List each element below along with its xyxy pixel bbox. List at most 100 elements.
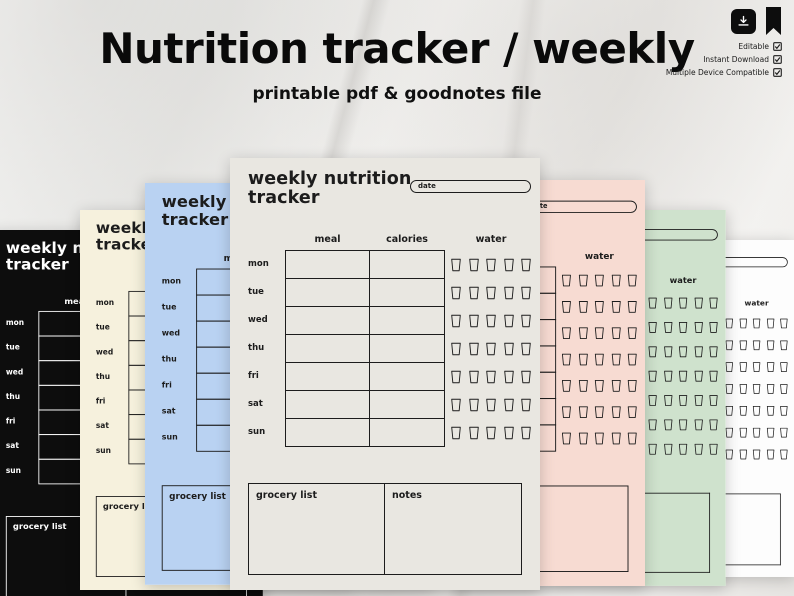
water-cups bbox=[647, 387, 718, 412]
day-label: sun bbox=[248, 427, 266, 437]
day-label: sun bbox=[5, 466, 21, 476]
water-cup-icon bbox=[678, 321, 688, 333]
water-cup-icon bbox=[648, 345, 657, 357]
water-cup-icon bbox=[611, 274, 621, 286]
water-cup-icon bbox=[521, 370, 531, 383]
water-cups bbox=[450, 334, 532, 363]
calories-cell bbox=[369, 306, 445, 335]
table-row: fri bbox=[230, 362, 540, 391]
meal-cell bbox=[285, 334, 370, 363]
water-cup-icon bbox=[709, 394, 718, 406]
day-label: fri bbox=[161, 381, 172, 391]
water-cup-icon bbox=[468, 426, 479, 439]
water-cups bbox=[561, 372, 638, 399]
checkbox-checked-icon bbox=[773, 55, 782, 64]
day-label: thu bbox=[248, 343, 265, 353]
water-cup-icon bbox=[521, 286, 531, 299]
water-cup-icon bbox=[578, 353, 588, 365]
table-row: sat bbox=[230, 390, 540, 419]
calories-cell bbox=[369, 362, 445, 391]
water-cup-icon bbox=[451, 342, 461, 355]
day-label: mon bbox=[95, 298, 115, 308]
water-cup-icon bbox=[468, 342, 479, 355]
grocery-list-label: grocery list bbox=[256, 490, 317, 501]
day-label: wed bbox=[95, 348, 114, 357]
water-cup-icon bbox=[594, 379, 604, 392]
bottom-section: grocery list notes bbox=[248, 483, 522, 575]
day-label: fri bbox=[95, 397, 106, 407]
water-cup-icon bbox=[627, 353, 637, 365]
meal-cell bbox=[285, 250, 370, 279]
water-cup-icon bbox=[725, 405, 733, 416]
water-cup-icon bbox=[725, 318, 733, 328]
water-cup-icon bbox=[468, 258, 479, 271]
water-cup-icon bbox=[578, 432, 588, 444]
feature-label: Instant Download bbox=[703, 55, 769, 64]
planner-title-line2: tracker bbox=[161, 210, 229, 230]
date-field: date bbox=[523, 200, 637, 213]
bookmark-icon[interactable] bbox=[766, 7, 781, 35]
water-cup-icon bbox=[561, 405, 571, 418]
planner-sheet: weekly nutrition tracker date meal calor… bbox=[230, 158, 540, 590]
water-cup-icon bbox=[725, 449, 733, 459]
water-cup-icon bbox=[694, 321, 703, 333]
water-cup-icon bbox=[486, 426, 496, 439]
water-cup-icon bbox=[663, 297, 672, 309]
water-cup-icon bbox=[468, 370, 479, 383]
water-cup-icon bbox=[486, 342, 496, 355]
water-cups bbox=[725, 312, 789, 335]
water-cup-icon bbox=[468, 314, 479, 327]
meal-cell bbox=[285, 390, 370, 419]
day-label: tue bbox=[248, 287, 264, 297]
meal-cell bbox=[285, 418, 370, 447]
water-cup-icon bbox=[694, 297, 703, 309]
water-cup-icon bbox=[648, 394, 657, 406]
water-cups bbox=[450, 306, 532, 335]
water-cup-icon bbox=[503, 426, 514, 439]
water-cup-icon bbox=[521, 398, 531, 411]
grocery-list-label: grocery list bbox=[12, 522, 67, 532]
day-label: thu bbox=[5, 392, 21, 402]
water-cups bbox=[647, 363, 718, 388]
water-cup-icon bbox=[578, 379, 588, 392]
calories-cell bbox=[369, 334, 445, 363]
water-cup-icon bbox=[694, 419, 703, 430]
water-cup-icon bbox=[766, 405, 774, 416]
feature-list: Editable Instant Download Multiple Devic… bbox=[666, 42, 782, 81]
water-cups bbox=[450, 390, 532, 419]
water-cup-icon bbox=[627, 274, 637, 286]
water-cup-icon bbox=[611, 326, 621, 339]
day-label: thu bbox=[161, 355, 177, 365]
water-cup-icon bbox=[709, 297, 718, 309]
checkbox-checked-icon bbox=[773, 42, 782, 51]
water-cup-icon bbox=[578, 326, 588, 339]
water-cups bbox=[561, 345, 638, 372]
water-cup-icon bbox=[766, 449, 774, 459]
water-cups bbox=[561, 319, 638, 346]
water-cup-icon bbox=[561, 326, 571, 339]
water-cup-icon bbox=[451, 370, 461, 383]
calories-cell bbox=[369, 418, 445, 447]
water-cup-icon bbox=[766, 340, 774, 350]
day-label: sat bbox=[161, 407, 176, 417]
water-cup-icon bbox=[780, 361, 788, 372]
water-cup-icon bbox=[752, 427, 761, 438]
day-label: tue bbox=[5, 343, 20, 353]
water-cup-icon bbox=[468, 286, 479, 299]
water-cups bbox=[450, 278, 532, 307]
planner-title-line2: tracker bbox=[5, 256, 69, 274]
day-label: mon bbox=[161, 276, 182, 287]
day-label: wed bbox=[5, 368, 24, 377]
feature-multi-device: Multiple Device Compatible bbox=[666, 68, 782, 77]
planner-title-line2: tracker bbox=[248, 187, 320, 208]
water-cup-icon bbox=[766, 383, 774, 394]
water-cup-icon bbox=[521, 314, 531, 327]
water-cup-icon bbox=[648, 443, 657, 455]
water-column-header: water bbox=[744, 299, 769, 308]
day-label: tue bbox=[95, 323, 110, 333]
water-cup-icon bbox=[627, 405, 637, 418]
download-button[interactable] bbox=[731, 9, 756, 34]
water-cup-icon bbox=[627, 432, 637, 444]
grocery-list-label: grocery list bbox=[169, 491, 226, 502]
water-cup-icon bbox=[739, 318, 747, 328]
